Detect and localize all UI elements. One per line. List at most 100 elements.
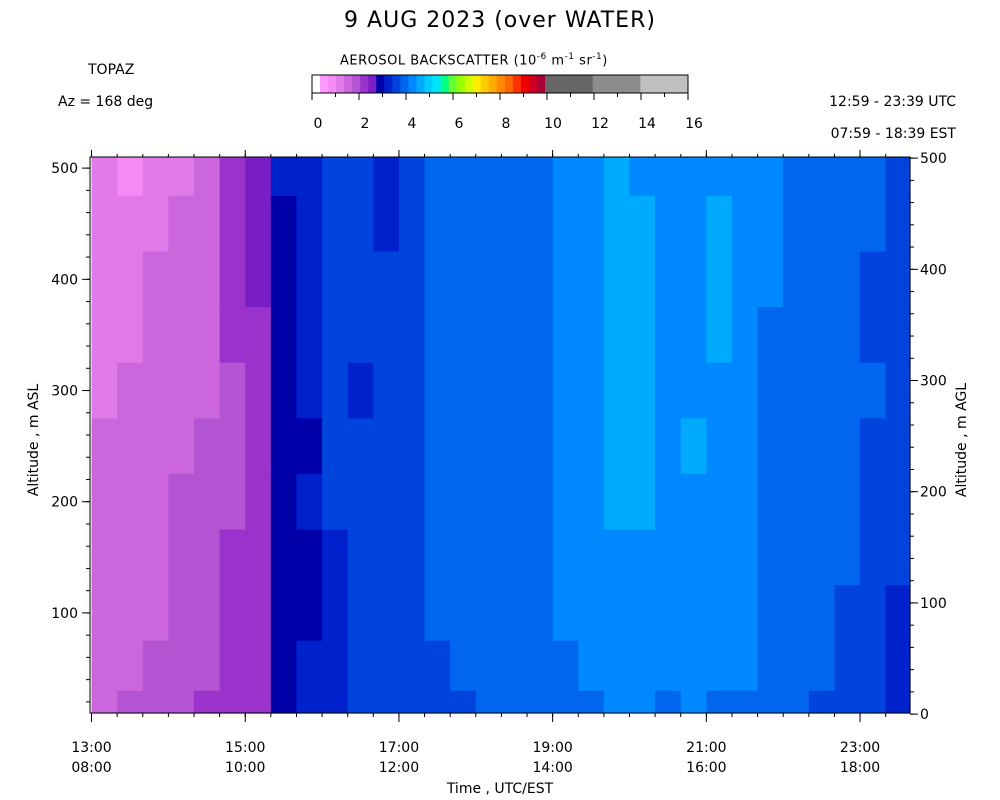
y-axis-left-label: Altitude , m ASL xyxy=(26,384,42,497)
heatmap-cell xyxy=(347,362,374,419)
heatmap-cell xyxy=(501,640,528,692)
heatmap-cell xyxy=(501,307,528,364)
heatmap-cell xyxy=(808,473,836,531)
heatmap-cell xyxy=(783,418,810,475)
colorbar-tick-label: 6 xyxy=(455,116,464,132)
x-tick-label-utc: 21:00 xyxy=(686,740,726,756)
heatmap-cell xyxy=(731,585,759,642)
colorbar-swatch xyxy=(520,75,530,93)
heatmap-cell xyxy=(117,585,144,642)
colorbar-swatch xyxy=(528,75,538,93)
x-tick-label-est: 14:00 xyxy=(532,760,572,776)
colorbar-swatch xyxy=(456,75,466,93)
heatmap-cell xyxy=(552,418,579,475)
heatmap-cell xyxy=(731,307,759,364)
heatmap-cell xyxy=(424,690,451,714)
heatmap-cell xyxy=(450,529,477,586)
heatmap-cell xyxy=(168,418,195,475)
colorbar-tick-label: 0 xyxy=(314,116,323,132)
heatmap-cell xyxy=(552,307,579,364)
heatmap-cell xyxy=(655,418,682,475)
heatmap-cell xyxy=(322,418,349,475)
chart-title: 9 AUG 2023 (over WATER) xyxy=(344,8,656,33)
heatmap-cell xyxy=(245,585,272,642)
heatmap-cell xyxy=(552,690,579,714)
heatmap-cell xyxy=(885,195,911,253)
heatmap-cell xyxy=(527,473,554,531)
heatmap-cell xyxy=(219,251,246,308)
heatmap-cell xyxy=(629,195,656,253)
colorbar-swatch xyxy=(640,75,689,93)
colorbar-swatch xyxy=(592,75,641,93)
heatmap-cell xyxy=(270,362,298,419)
heatmap-cell xyxy=(578,473,605,531)
heatmap-cell xyxy=(296,473,323,531)
heatmap-cell xyxy=(680,585,707,642)
colorbar-swatch xyxy=(408,75,417,93)
heatmap-cell xyxy=(424,251,451,308)
heatmap-cell xyxy=(117,640,144,692)
heatmap-cell xyxy=(552,640,579,692)
colorbar-swatch xyxy=(472,75,482,93)
heatmap-cell xyxy=(475,418,503,475)
heatmap-cell xyxy=(706,640,733,692)
heatmap-cell xyxy=(398,251,426,308)
heatmap-cell xyxy=(424,585,451,642)
heatmap-cell xyxy=(808,251,836,308)
heatmap-cell xyxy=(578,362,605,419)
heatmap-cell xyxy=(501,418,528,475)
heatmap-cell xyxy=(142,157,169,197)
heatmap-cell xyxy=(219,195,246,253)
heatmap-cell xyxy=(245,640,272,692)
heatmap-cell xyxy=(398,362,426,419)
heatmap-cell xyxy=(424,473,451,531)
heatmap-cell xyxy=(424,418,451,475)
heatmap-cell xyxy=(194,585,221,642)
colorbar-swatch xyxy=(384,75,393,93)
heatmap-cell xyxy=(347,157,374,197)
y-tick-label-right: 100 xyxy=(920,596,947,612)
heatmap-cell xyxy=(219,307,246,364)
heatmap-cell xyxy=(373,640,400,692)
heatmap-cell xyxy=(731,251,759,308)
heatmap-cell xyxy=(219,640,246,692)
heatmap-cell xyxy=(834,307,861,364)
x-tick-label-utc: 17:00 xyxy=(379,740,419,756)
heatmap-cell xyxy=(424,307,451,364)
heatmap-cell xyxy=(194,640,221,692)
heatmap-cell xyxy=(578,690,605,714)
heatmap-cell xyxy=(808,690,836,714)
heatmap-cell xyxy=(885,473,911,531)
heatmap-cell xyxy=(578,418,605,475)
colorbar: 0 2 4 6 8 10 12 14 16 xyxy=(311,74,703,132)
heatmap-cell xyxy=(245,418,272,475)
colorbar-tick-label: 8 xyxy=(502,116,511,132)
heatmap-cell xyxy=(629,585,656,642)
colorbar-swatch xyxy=(392,75,401,93)
heatmap-cell xyxy=(731,473,759,531)
heatmap-cell xyxy=(680,251,707,308)
colorbar-tick-label: 12 xyxy=(591,116,609,132)
heatmap-cell xyxy=(783,585,810,642)
heatmap-cell xyxy=(475,307,503,364)
heatmap-cell xyxy=(296,585,323,642)
heatmap-cell xyxy=(757,690,784,714)
heatmap-cell xyxy=(706,418,733,475)
heatmap-cell xyxy=(347,307,374,364)
heatmap-cell xyxy=(424,529,451,586)
heatmap-cell xyxy=(270,195,298,253)
heatmap-cell xyxy=(450,195,477,253)
heatmap-cell xyxy=(783,640,810,692)
heatmap-cell xyxy=(117,195,144,253)
heatmap-cell xyxy=(885,157,911,197)
heatmap-cell xyxy=(783,251,810,308)
heatmap-cell xyxy=(347,251,374,308)
heatmap-cell xyxy=(424,195,451,253)
heatmap-cell xyxy=(885,529,911,586)
y-tick-label-right: 200 xyxy=(920,485,947,501)
colorbar-swatch xyxy=(545,75,594,93)
heatmap-cell xyxy=(296,640,323,692)
heatmap-cell xyxy=(398,585,426,642)
heatmap-cell xyxy=(757,418,784,475)
heatmap xyxy=(91,157,911,714)
